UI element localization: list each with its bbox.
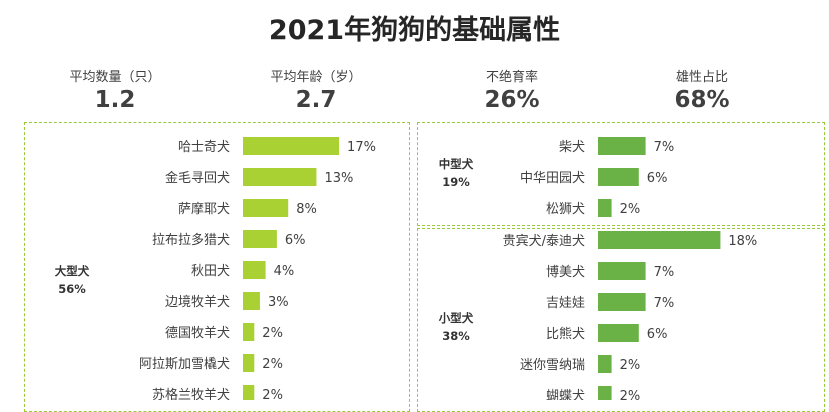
large-category-label: 苏格兰牧羊犬 (152, 387, 230, 400)
stat-male-share: 雄性占比 68% (622, 66, 782, 113)
large-category-label: 萨摩耶犬 (178, 201, 230, 217)
large-category-label: 哈士奇犬 (178, 139, 230, 155)
large-value-label: 2% (262, 357, 283, 372)
small-bar (598, 293, 646, 311)
large-category-label: 拉布拉多猎犬 (152, 232, 230, 248)
large-value-label: 6% (285, 233, 306, 248)
group-name: 中型犬 (438, 157, 474, 171)
large-value-label: 4% (274, 264, 295, 279)
small-value-label: 7% (654, 296, 675, 311)
large-bar (243, 323, 255, 341)
medium-category-label: 松狮犬 (546, 202, 585, 217)
stat-avg-count: 平均数量（只） 1.2 (35, 66, 195, 113)
large-value-label: 17% (347, 140, 376, 155)
small-value-label: 2% (620, 358, 641, 373)
group-name: 小型犬 (438, 311, 474, 325)
small-bar (598, 324, 639, 342)
large-bar (243, 292, 260, 310)
stat-value: 26% (484, 87, 540, 113)
group-label-small: 小型犬 38% (418, 309, 494, 345)
stat-label: 雄性占比 (675, 70, 728, 85)
stat-label: 平均数量（只） (69, 70, 161, 85)
small-value-label: 18% (728, 234, 757, 249)
large-value-label: 3% (268, 295, 289, 310)
bar-chart-canvas: 哈士奇犬 17% 金毛寻回犬 13% 萨摩耶犬 8% 拉布拉多猎犬 6% 秋田犬 4% 边境牧羊犬 3… (139, 137, 757, 400)
large-bar (243, 261, 266, 279)
large-bar (243, 137, 340, 155)
large-bar (243, 385, 255, 400)
large-bar (243, 230, 277, 248)
large-bar (243, 199, 289, 217)
group-share: 19% (442, 175, 470, 189)
chart-title: 2021年狗狗的基础属性 (268, 15, 561, 46)
group-label-large: 大型犬 56% (32, 262, 112, 298)
large-category-label: 边境牧羊犬 (165, 294, 230, 310)
stat-label: 平均年龄（岁） (270, 70, 362, 85)
stat-value: 1.2 (94, 87, 136, 113)
stat-avg-age: 平均年龄（岁） 2.7 (236, 66, 396, 113)
small-category-label: 吉娃娃 (546, 296, 585, 311)
stat-value: 2.7 (295, 87, 337, 113)
medium-category-label: 柴犬 (559, 140, 585, 155)
large-category-label: 金毛寻回犬 (165, 170, 230, 186)
medium-value-label: 7% (654, 140, 675, 155)
large-value-label: 2% (262, 388, 283, 400)
small-bar (598, 262, 646, 280)
group-label-medium: 中型犬 19% (418, 155, 494, 191)
large-category-label: 秋田犬 (191, 264, 230, 279)
small-bar (598, 355, 612, 373)
small-value-label: 2% (620, 389, 641, 400)
large-value-label: 13% (324, 171, 353, 186)
stat-label: 不绝育率 (485, 70, 538, 85)
group-share: 38% (442, 329, 470, 343)
group-share: 56% (58, 282, 86, 296)
medium-bar (598, 168, 639, 186)
stat-not-neutered: 不绝育率 26% (432, 66, 592, 113)
large-bar (243, 168, 317, 186)
large-bar (243, 354, 255, 372)
large-category-label: 德国牧羊犬 (165, 325, 230, 341)
group-name: 大型犬 (54, 264, 90, 278)
small-value-label: 6% (647, 327, 668, 342)
stat-value: 68% (674, 87, 730, 113)
medium-bar (598, 137, 646, 155)
small-category-label: 贵宾犬/泰迪犬 (503, 233, 585, 249)
large-value-label: 8% (296, 202, 317, 217)
medium-value-label: 6% (647, 171, 668, 186)
small-bar (598, 386, 612, 400)
large-value-label: 2% (262, 326, 283, 341)
large-category-label: 阿拉斯加雪橇犬 (139, 357, 230, 372)
small-category-label: 博美犬 (546, 265, 585, 280)
medium-category-label: 中华田园犬 (520, 171, 585, 186)
small-category-label: 蝴蝶犬 (546, 389, 585, 400)
medium-dog-panel (417, 122, 825, 226)
small-bar (598, 231, 721, 249)
small-category-label: 迷你雪纳瑞 (520, 358, 585, 373)
small-value-label: 7% (654, 265, 675, 280)
small-category-label: 比熊犬 (546, 326, 585, 342)
medium-bar (598, 199, 612, 217)
medium-value-label: 2% (620, 202, 641, 217)
